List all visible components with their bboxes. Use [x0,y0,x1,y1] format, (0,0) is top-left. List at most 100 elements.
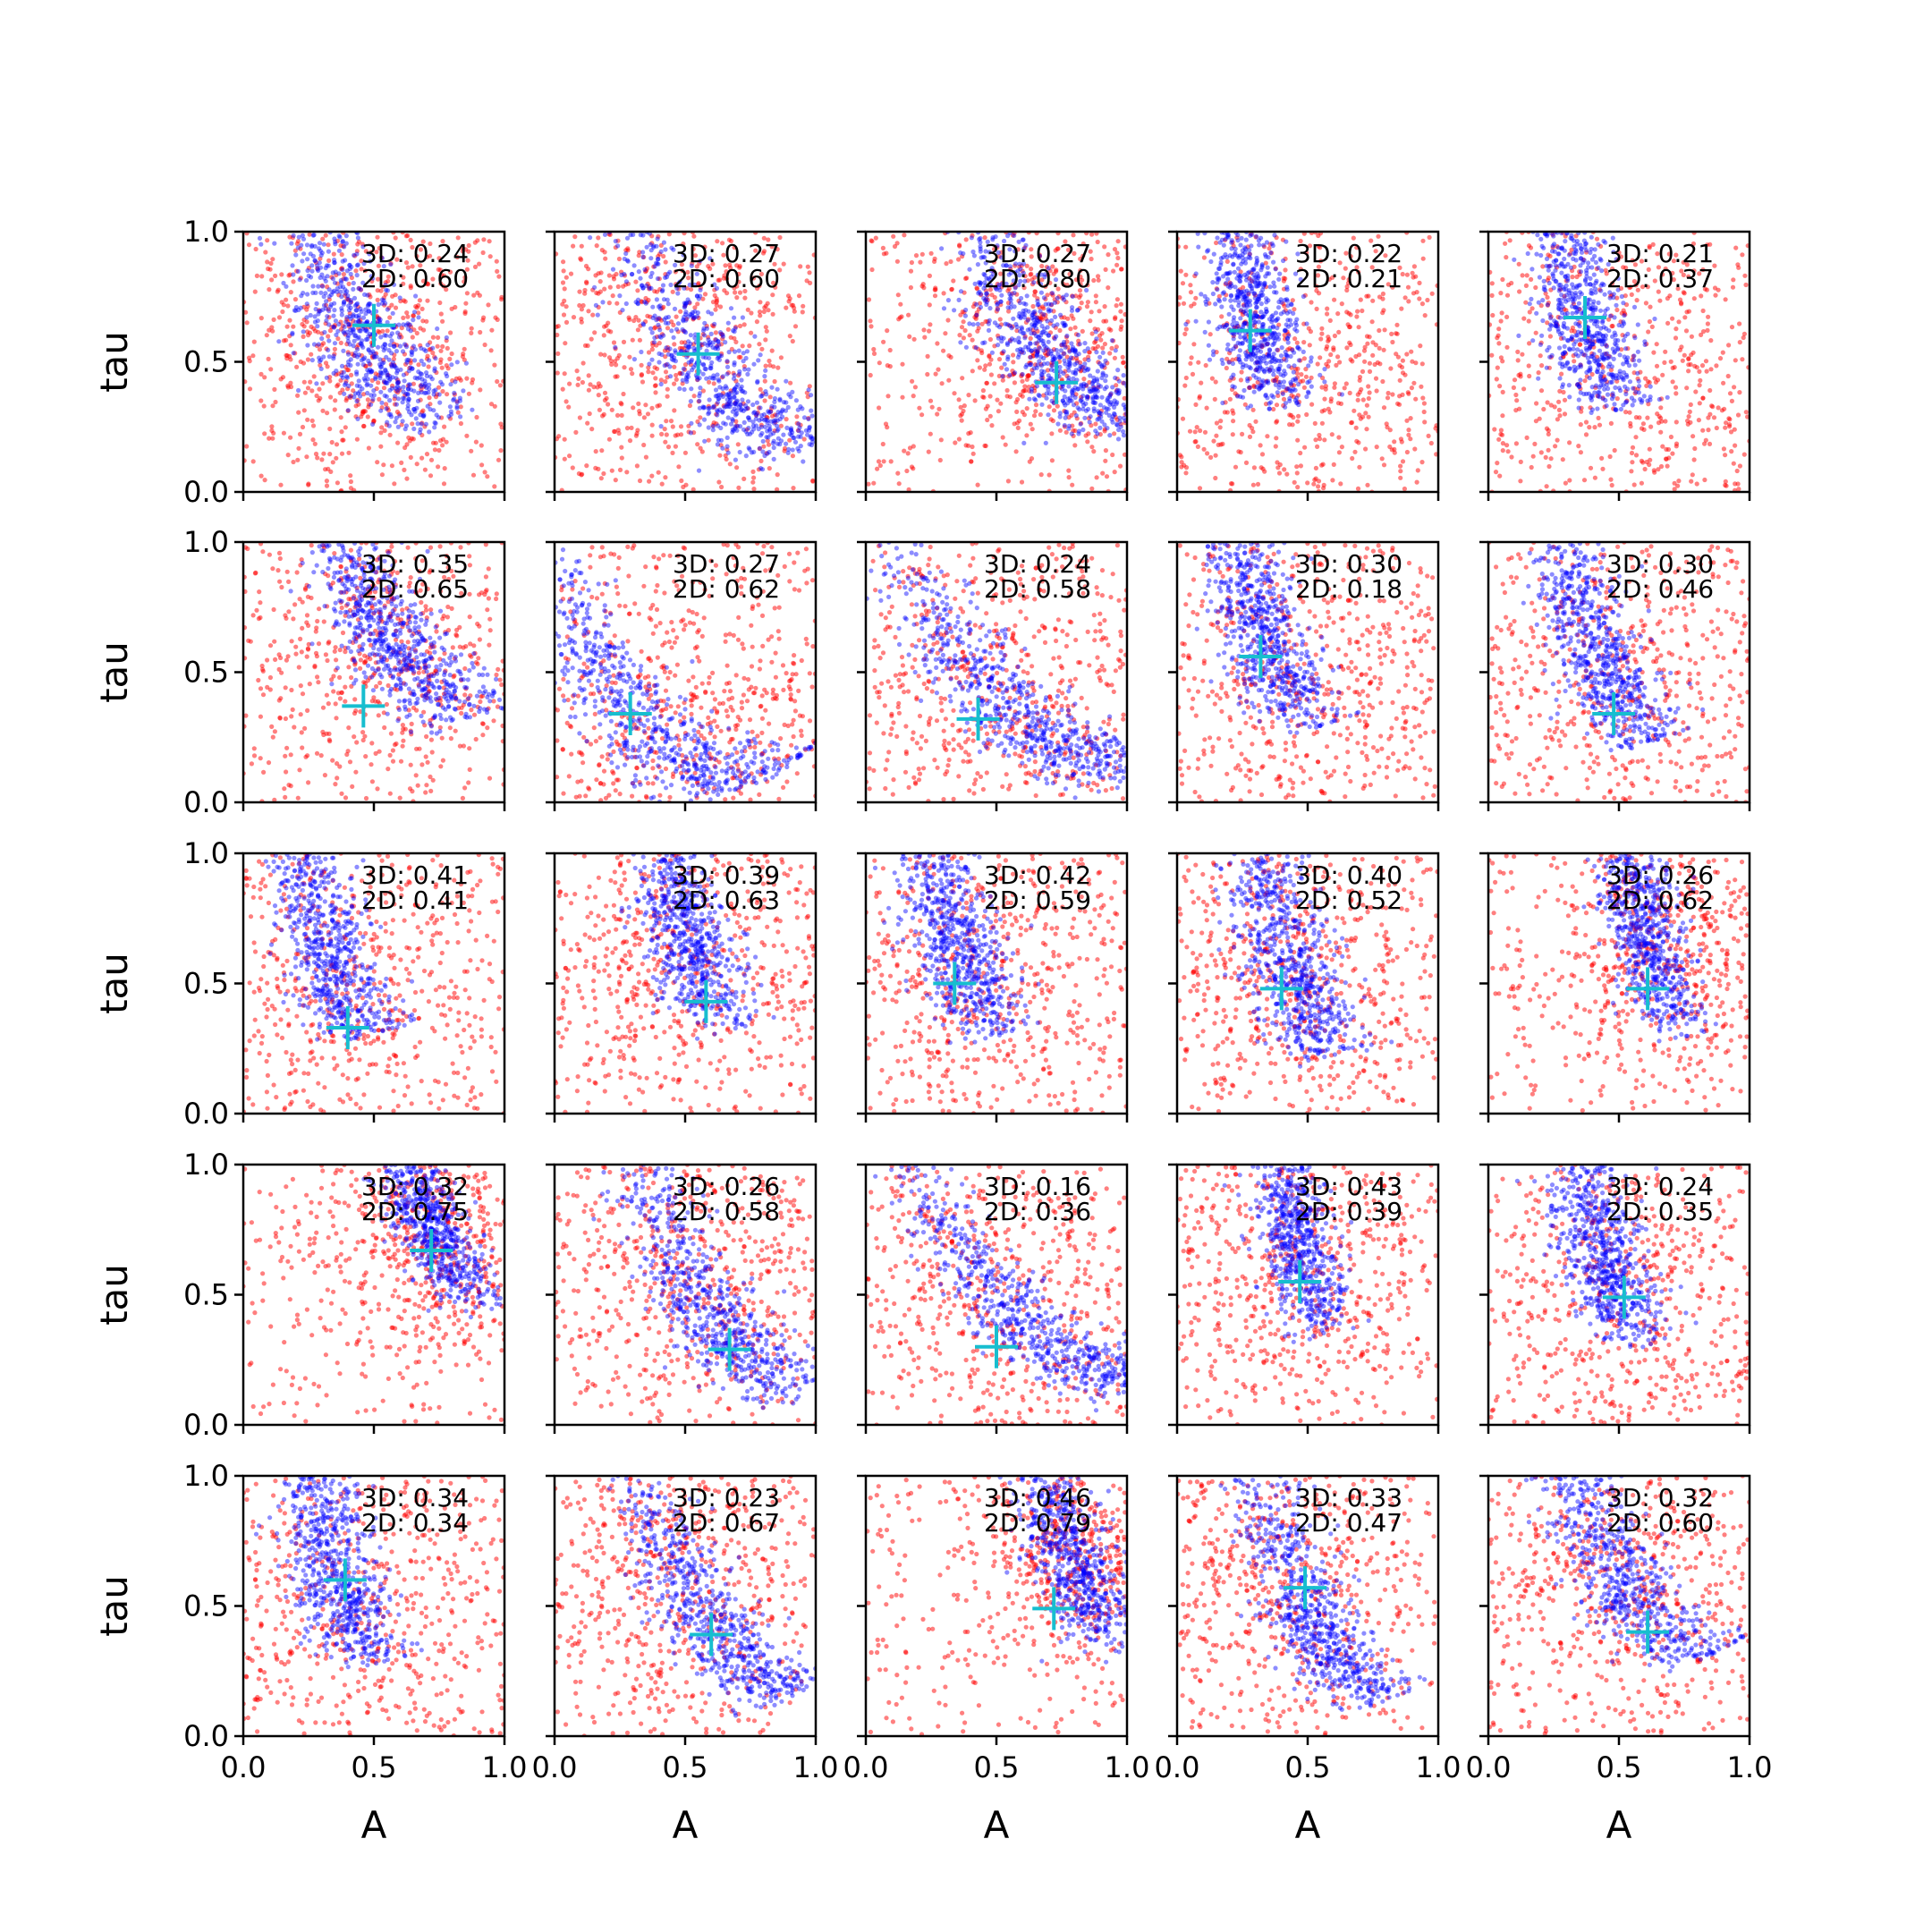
point-3d [258,242,264,247]
point-3d [347,263,352,268]
point-3d [425,403,430,409]
point-3d [759,393,765,398]
point-3d [765,428,770,434]
point-3d [781,400,787,405]
point-3d [1104,410,1109,415]
point-3d [1231,307,1236,312]
point-2d [292,297,298,302]
point-3d [369,383,374,388]
point-3d [766,409,771,414]
point-3d [1004,322,1010,327]
point-2d [351,318,356,324]
point-2d [1055,300,1060,305]
point-2d [1254,367,1259,372]
point-3d [746,367,751,372]
point-2d [646,350,652,355]
point-3d [1217,324,1223,329]
point-3d [351,314,356,319]
point-2d [1374,445,1379,450]
point-2d [1319,409,1325,414]
point-3d [658,335,664,340]
point-2d [341,437,346,443]
point-2d [1070,293,1075,299]
point-3d [402,378,407,384]
point-3d [377,357,383,362]
point-3d [762,453,767,459]
point-2d [561,312,567,318]
point-2d [326,334,331,339]
point-3d [1060,320,1065,326]
point-3d [406,369,411,374]
point-2d [310,437,316,443]
point-2d [1247,434,1253,439]
point-2d [1511,385,1516,390]
point-2d [1015,247,1021,252]
point-2d [295,393,301,398]
point-2d [1086,431,1091,436]
point-3d [419,421,424,427]
point-3d [677,279,682,284]
point-2d [401,315,406,320]
point-3d [1220,400,1225,406]
point-2d [719,484,724,490]
point-2d [1306,326,1311,331]
point-2d [972,398,978,403]
point-2d [1326,338,1331,343]
point-2d [362,363,369,369]
point-3d [650,304,656,309]
point-3d [318,366,324,371]
point-3d [801,459,806,464]
point-2d [1019,372,1024,377]
point-3d [1017,340,1022,345]
point-3d [1284,297,1290,302]
point-2d [1204,405,1209,411]
point-2d [1317,436,1323,442]
point-3d [1287,318,1293,323]
point-3d [300,233,305,238]
point-2d [1301,356,1307,361]
point-2d [324,483,330,488]
point-3d [995,302,1000,308]
point-3d [352,303,358,309]
point-3d [336,271,342,276]
point-2d [1193,402,1199,407]
point-3d [1046,333,1051,338]
point-3d [385,419,390,425]
point-2d [1252,292,1258,298]
point-3d [362,377,368,383]
point-3d [619,272,624,277]
point-3d [1273,382,1278,387]
point-3d [378,364,385,369]
point-2d [1109,345,1114,351]
point-2d [297,431,303,436]
point-3d [969,235,974,241]
point-3d [1046,309,1052,314]
point-2d [1091,277,1097,284]
point-2d [1385,282,1391,287]
point-3d [428,407,433,412]
point-2d [1213,453,1218,458]
point-3d [1063,409,1068,415]
point-2d [1067,348,1072,353]
point-3d [383,368,388,374]
point-2d [994,300,999,305]
point-3d [352,333,358,338]
point-3d [1097,384,1104,389]
point-2d [1281,402,1286,408]
point-2d [357,285,362,291]
point-2d [937,457,943,463]
point-3d [1043,330,1048,336]
point-3d [956,297,962,302]
point-2d [263,250,268,255]
point-3d [435,326,440,332]
point-2d [323,321,328,326]
point-2d [614,271,619,277]
point-2d [424,318,429,324]
point-2d [1311,481,1317,487]
point-3d [793,398,800,403]
point-2d [1219,314,1224,319]
point-2d [449,306,454,311]
point-3d [1034,352,1039,358]
point-2d [301,408,307,413]
point-2d [1259,452,1266,457]
